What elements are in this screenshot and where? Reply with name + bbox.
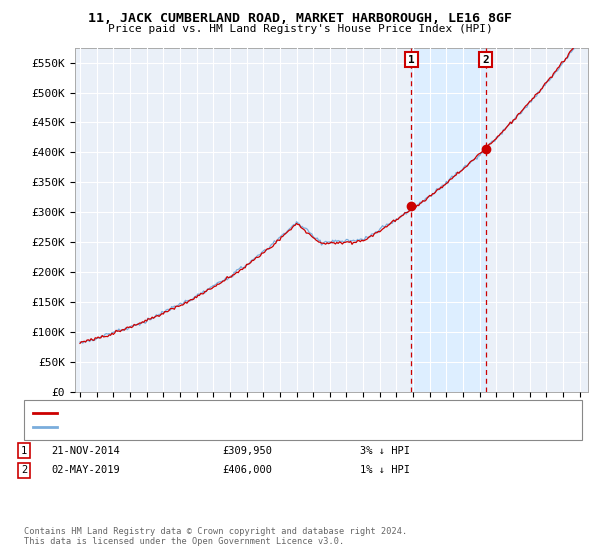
Text: HPI: Average price, detached house, Harborough: HPI: Average price, detached house, Harb…	[63, 422, 333, 432]
Text: £406,000: £406,000	[222, 465, 272, 475]
Text: 2: 2	[21, 465, 27, 475]
Text: Contains HM Land Registry data © Crown copyright and database right 2024.
This d: Contains HM Land Registry data © Crown c…	[24, 526, 407, 546]
Text: 11, JACK CUMBERLAND ROAD, MARKET HARBOROUGH, LE16 8GF: 11, JACK CUMBERLAND ROAD, MARKET HARBORO…	[88, 12, 512, 25]
Text: 21-NOV-2014: 21-NOV-2014	[51, 446, 120, 456]
Text: 1: 1	[21, 446, 27, 456]
Text: 2: 2	[482, 55, 489, 64]
Text: 3% ↓ HPI: 3% ↓ HPI	[360, 446, 410, 456]
Text: Price paid vs. HM Land Registry's House Price Index (HPI): Price paid vs. HM Land Registry's House …	[107, 24, 493, 34]
Text: 11, JACK CUMBERLAND ROAD, MARKET HARBOROUGH, LE16 8GF (detached house): 11, JACK CUMBERLAND ROAD, MARKET HARBORO…	[63, 408, 474, 418]
Text: 02-MAY-2019: 02-MAY-2019	[51, 465, 120, 475]
Text: 1% ↓ HPI: 1% ↓ HPI	[360, 465, 410, 475]
Bar	[412, 48, 485, 392]
Text: £309,950: £309,950	[222, 446, 272, 456]
Text: 1: 1	[408, 55, 415, 64]
